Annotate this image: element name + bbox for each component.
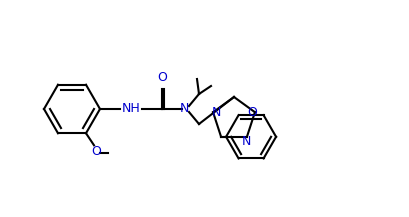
- Text: O: O: [157, 71, 167, 84]
- Text: O: O: [247, 106, 257, 119]
- Text: N: N: [242, 135, 252, 148]
- Text: NH: NH: [122, 102, 141, 115]
- Text: O: O: [91, 145, 101, 158]
- Text: N: N: [179, 102, 189, 115]
- Text: N: N: [211, 106, 221, 119]
